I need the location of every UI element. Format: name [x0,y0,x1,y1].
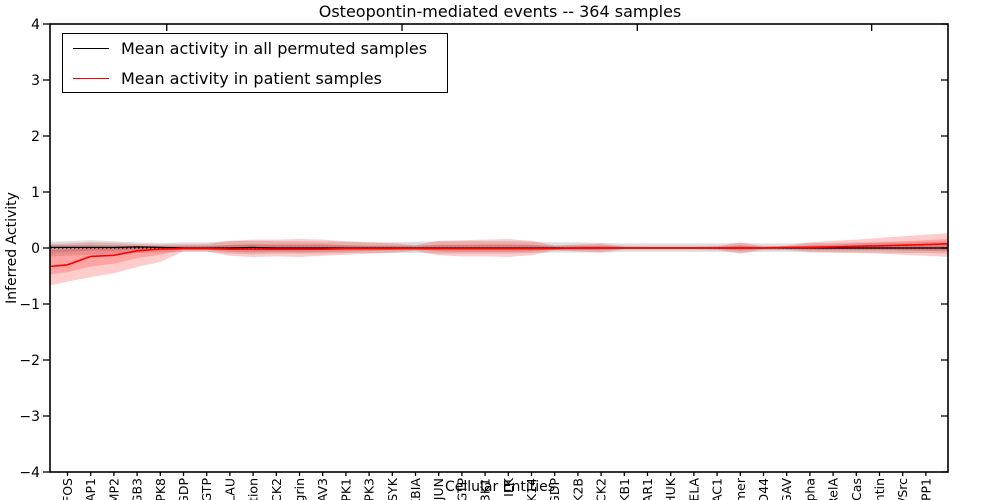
y-tick-label: 4 [31,17,40,33]
x-tick-label: mol:GDP [176,478,191,500]
x-tick-label: VAV3 [315,478,330,500]
x-tick-label: alphaV/beta3 Integrin/Osteopontin [872,478,887,500]
x-tick-label: IKK alpha homodimer [733,477,748,500]
permuted-line-swatch [73,47,109,49]
x-tick-label: ITGAV [779,478,794,500]
x-tick-label: ILK [501,477,516,497]
x-tick-label: PTK2B [570,478,585,500]
x-tick-label: MAPK8 [153,478,168,500]
legend-label-permuted: Mean activity in all permuted samples [121,38,428,58]
x-tick-label: CD44 [756,478,771,500]
legend-entry-patient: Mean activity in patient samples [63,66,447,90]
x-tick-label: MAP3K1 [478,478,493,500]
y-tick-label: 0 [31,241,40,257]
x-tick-label: Rac1/GDP [547,478,562,500]
x-tick-label: AP1 [83,478,98,500]
legend-box: Mean activity in all permuted samples Me… [62,33,448,93]
y-tick-label: −2 [19,353,40,369]
x-tick-label: NFKB1 [617,478,632,500]
x-tick-label: NFKBIA [408,478,423,500]
y-tick-label: −3 [19,409,40,425]
x-tick-label: SYK [385,477,400,500]
x-tick-label: NF kappa B1 p50/RelA/I kappa B alpha [802,478,817,500]
x-tick-label: MMP2 [106,478,121,500]
chart-title: Osteopontin-mediated events -- 364 sampl… [318,2,682,21]
y-tick-label: 3 [31,73,40,89]
y-tick-label: −1 [19,297,40,313]
x-tick-label: ROCK2 [269,478,284,500]
x-axis-label: Cellular Entities [444,479,556,495]
x-tick-label: bone resorption [246,478,261,500]
legend-label-patient: Mean activity in patient samples [121,68,382,88]
x-tick-label: RELA [686,478,701,500]
x-tick-label: alphaV beta3 Integrin [292,478,307,500]
x-tick-label: BCAR1 [640,478,655,500]
patient-outer-band [50,233,948,286]
x-tick-label: CD44/Rho Family GTPase/ROCK2 [594,478,609,500]
y-tick-label: 1 [31,185,40,201]
x-tick-label: FOS [60,478,75,500]
x-tick-label: PLAU [222,478,237,500]
x-tick-label: MAPK1 [338,478,353,500]
x-tick-label: alphaV/beta3 Integrin/Osteopontin/Src [895,478,910,500]
x-tick-label: RAC1 [710,478,725,500]
x-tick-label: MAP3K14 [524,478,539,500]
x-tick-label: SPP1 [918,478,933,500]
x-tick-label: PYK2/p130Cas [849,478,864,500]
x-tick-label: MAPK3 [362,478,377,500]
x-tick-label: NF kappa B1 p50/RelA [826,478,841,500]
x-tick-label: Rac1/GTP [454,478,469,500]
x-tick-label: CHUK [663,477,678,500]
y-tick-label: 2 [31,129,40,145]
y-tick-label: −4 [19,465,40,481]
x-tick-label: JUN [431,478,446,500]
patient-line-swatch [73,77,109,79]
y-axis-label: Inferred Activity [4,192,20,304]
x-tick-label: ITGB3 [130,478,145,500]
legend-entry-permuted: Mean activity in all permuted samples [63,36,447,60]
x-tick-label: mol:GTP [199,478,214,500]
patient-mean-line [49,243,949,268]
